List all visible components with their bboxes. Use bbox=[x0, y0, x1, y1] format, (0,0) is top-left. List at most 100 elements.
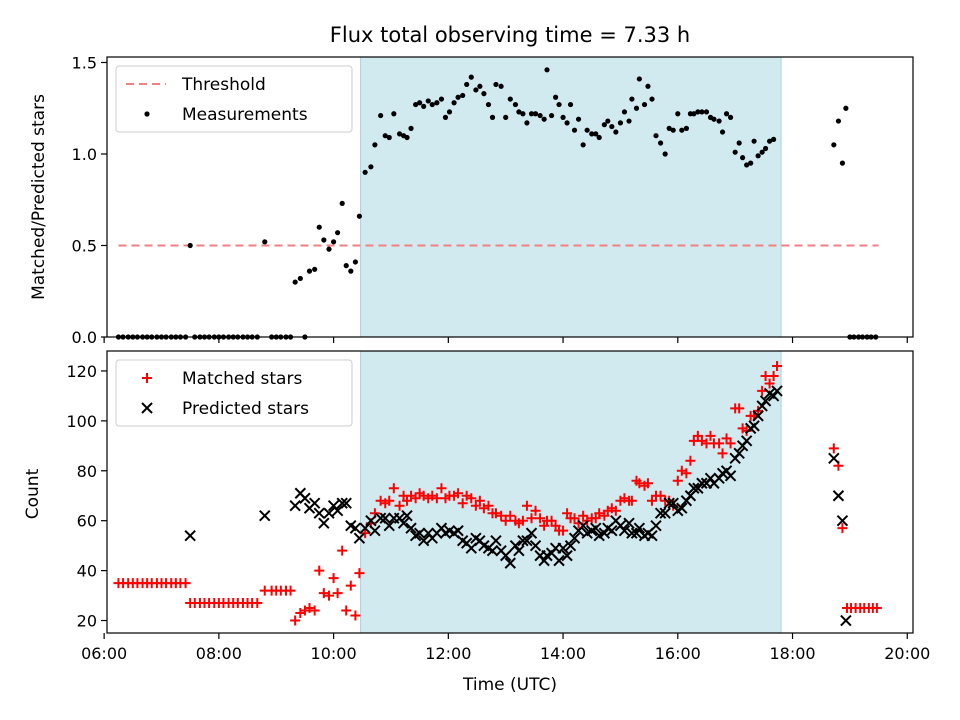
predicted-star-point bbox=[553, 554, 565, 567]
x-tick-label: 16:00 bbox=[655, 644, 701, 663]
legend-box bbox=[115, 359, 353, 427]
x-tick-label: 14:00 bbox=[540, 644, 586, 663]
measurement-point bbox=[596, 134, 602, 141]
measurement-point bbox=[567, 101, 574, 108]
measurement-point bbox=[843, 105, 849, 111]
measurement-point bbox=[512, 101, 519, 108]
measurement-point bbox=[396, 131, 403, 137]
legend-measurement-swatch bbox=[144, 111, 150, 117]
predicted-star-point bbox=[521, 534, 533, 547]
matched-star-point bbox=[705, 430, 716, 441]
matched-star-point bbox=[466, 493, 477, 504]
measurement-point bbox=[404, 134, 410, 141]
predicted-star-point bbox=[323, 507, 335, 519]
bottom-y-axis-label: Count bbox=[23, 468, 43, 519]
series-predicted-stars bbox=[184, 385, 852, 627]
predicted-star-point bbox=[359, 522, 371, 534]
observing-window bbox=[360, 57, 782, 337]
matched-star-point bbox=[431, 493, 442, 504]
measurement-point bbox=[438, 96, 445, 102]
measurement-point bbox=[493, 81, 499, 88]
predicted-star-point bbox=[499, 549, 512, 562]
series-matched-stars bbox=[113, 360, 882, 626]
measurement-point bbox=[477, 83, 483, 89]
measurement-point bbox=[541, 116, 547, 122]
predicted-star-point bbox=[618, 524, 631, 537]
measurement-point bbox=[649, 96, 655, 102]
measurement-point bbox=[339, 200, 345, 207]
measurement-point bbox=[670, 127, 676, 133]
matched-star-point bbox=[714, 438, 725, 449]
measurement-point bbox=[468, 74, 474, 80]
measurement-point bbox=[446, 109, 453, 115]
measurement-point bbox=[732, 149, 738, 155]
matched-star-point bbox=[610, 505, 621, 516]
matched-star-point bbox=[314, 565, 325, 576]
measurement-point bbox=[723, 111, 730, 117]
measurement-point bbox=[657, 140, 664, 146]
measurement-point bbox=[485, 101, 492, 108]
matched-star-point bbox=[725, 438, 736, 449]
measurement-point bbox=[297, 275, 303, 282]
measurement-point bbox=[262, 239, 268, 245]
measurement-point bbox=[316, 224, 322, 230]
measurement-point bbox=[507, 96, 513, 102]
matched-star-point bbox=[324, 590, 335, 601]
measurement-point bbox=[580, 142, 586, 148]
measurement-point bbox=[666, 125, 672, 131]
matched-star-point bbox=[457, 498, 468, 509]
measurement-point bbox=[601, 122, 607, 128]
predicted-star-point bbox=[748, 420, 760, 432]
predicted-star-point bbox=[759, 395, 772, 407]
predicted-star-point bbox=[828, 452, 840, 465]
predicted-star-point bbox=[401, 510, 413, 522]
matched-star-point bbox=[483, 500, 494, 511]
measurement-point bbox=[356, 213, 363, 219]
measurement-point bbox=[187, 242, 193, 249]
measurement-point bbox=[629, 96, 635, 102]
predicted-star-point bbox=[696, 477, 708, 489]
predicted-star-point bbox=[564, 539, 577, 552]
predicted-star-point bbox=[654, 507, 667, 519]
matched-star-point bbox=[290, 615, 301, 626]
predicted-star-point bbox=[509, 539, 522, 552]
measurement-point bbox=[306, 268, 313, 274]
matched-star-point bbox=[180, 578, 191, 589]
measurement-point bbox=[831, 142, 837, 148]
matched-star-point bbox=[828, 443, 839, 454]
measurement-point bbox=[362, 169, 368, 175]
measurement-point bbox=[528, 111, 535, 117]
predicted-star-point bbox=[353, 532, 366, 544]
matched-star-point bbox=[772, 360, 783, 371]
predicted-star-point bbox=[184, 529, 196, 542]
matched-star-point bbox=[388, 483, 399, 494]
matched-star-point bbox=[734, 403, 745, 414]
matched-star-point bbox=[526, 513, 537, 524]
measurement-point bbox=[451, 100, 457, 106]
measurement-point bbox=[770, 136, 777, 142]
measurement-point bbox=[711, 116, 717, 122]
predicted-star-point bbox=[318, 517, 330, 529]
x-tick-label: 06:00 bbox=[81, 644, 127, 663]
predicted-star-point bbox=[417, 534, 430, 547]
predicted-star-point bbox=[767, 390, 780, 402]
measurement-point bbox=[372, 142, 378, 148]
legend-label: Matched stars bbox=[182, 369, 302, 389]
matched-star-point bbox=[328, 573, 339, 584]
matched-star-point bbox=[496, 510, 507, 521]
y-tick-label: 0.5 bbox=[72, 236, 97, 255]
matched-star-point bbox=[474, 495, 485, 506]
legend-matched-swatch bbox=[142, 373, 152, 383]
predicted-star-point bbox=[626, 527, 638, 539]
predicted-star-point bbox=[365, 514, 377, 527]
measurement-point bbox=[626, 118, 632, 124]
measurement-point bbox=[695, 109, 701, 115]
measurement-point bbox=[548, 112, 555, 119]
legend-label: Measurements bbox=[182, 105, 308, 125]
matched-star-point bbox=[672, 475, 683, 486]
measurement-point bbox=[564, 120, 570, 126]
predicted-star-point bbox=[405, 522, 417, 534]
matched-star-point bbox=[535, 513, 546, 524]
matched-star-point bbox=[453, 488, 464, 499]
predicted-star-point bbox=[676, 502, 688, 514]
